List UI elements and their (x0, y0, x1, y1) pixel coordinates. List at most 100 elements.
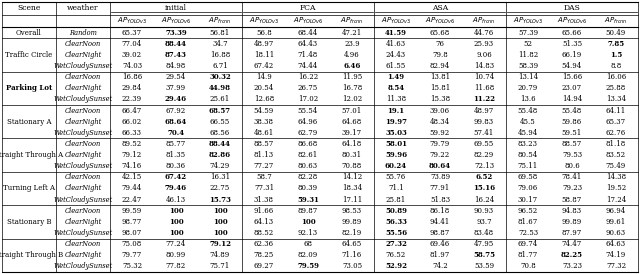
Text: 80.64: 80.64 (429, 162, 451, 170)
Text: 35.03: 35.03 (385, 129, 407, 137)
Text: 64.65: 64.65 (342, 240, 362, 248)
Text: 8.8: 8.8 (611, 62, 621, 70)
Text: 58.75: 58.75 (473, 251, 495, 259)
Text: 98.07: 98.07 (122, 229, 142, 237)
Text: 90.93: 90.93 (474, 207, 494, 215)
Text: 48.97: 48.97 (254, 40, 274, 48)
Text: 89.87: 89.87 (298, 207, 318, 215)
Text: 11.22: 11.22 (473, 95, 495, 103)
Text: 16.22: 16.22 (298, 73, 318, 81)
Text: 53.59: 53.59 (474, 262, 494, 270)
Text: WetCloudySunset: WetCloudySunset (53, 62, 113, 70)
Text: 68.56: 68.56 (210, 129, 230, 137)
Text: 79.46: 79.46 (165, 184, 187, 192)
Text: 90.63: 90.63 (606, 229, 626, 237)
Text: ClearNoon: ClearNoon (65, 173, 101, 181)
Text: 16.88: 16.88 (210, 51, 230, 59)
Text: ClearNoon: ClearNoon (65, 107, 101, 115)
Text: 80.99: 80.99 (166, 251, 186, 259)
Text: 71.16: 71.16 (342, 251, 362, 259)
Text: 68.64: 68.64 (165, 118, 187, 126)
Text: 38.38: 38.38 (254, 118, 274, 126)
Text: 98.53: 98.53 (342, 207, 362, 215)
Text: 58.7: 58.7 (256, 173, 272, 181)
Text: 79.23: 79.23 (562, 184, 582, 192)
Text: 86.18: 86.18 (430, 207, 450, 215)
Text: 62.36: 62.36 (254, 240, 274, 248)
Text: 44.98: 44.98 (209, 84, 231, 92)
Text: 77.82: 77.82 (166, 262, 186, 270)
Text: 83.52: 83.52 (606, 151, 626, 159)
Text: Turning Left A: Turning Left A (3, 184, 55, 192)
Text: WetCloudySunset: WetCloudySunset (53, 129, 113, 137)
Text: 100: 100 (212, 207, 227, 215)
Text: 73.05: 73.05 (342, 262, 362, 270)
Text: 15.73: 15.73 (209, 196, 231, 204)
Text: 58.87: 58.87 (562, 196, 582, 204)
Text: 22.47: 22.47 (122, 196, 142, 204)
Text: 1.5: 1.5 (610, 51, 622, 59)
Text: 26.75: 26.75 (298, 84, 318, 92)
Text: 73.89: 73.89 (430, 173, 450, 181)
Text: 74.47: 74.47 (562, 240, 582, 248)
Text: 56.8: 56.8 (256, 28, 272, 36)
Text: 86.68: 86.68 (298, 140, 318, 148)
Text: 15.81: 15.81 (430, 84, 450, 92)
Text: 77.32: 77.32 (606, 262, 626, 270)
Text: 82.19: 82.19 (342, 229, 362, 237)
Text: 59.86: 59.86 (562, 118, 582, 126)
Text: 83.23: 83.23 (518, 140, 538, 148)
Text: 66.02: 66.02 (122, 118, 142, 126)
Text: 29.54: 29.54 (166, 73, 186, 81)
Text: 30.17: 30.17 (518, 196, 538, 204)
Text: 100: 100 (169, 218, 183, 226)
Text: WetCloudySunset: WetCloudySunset (53, 229, 113, 237)
Text: 79.12: 79.12 (209, 240, 231, 248)
Text: 80.36: 80.36 (166, 162, 186, 170)
Text: 66.33: 66.33 (122, 129, 142, 137)
Text: 42.15: 42.15 (122, 173, 142, 181)
Text: 59.92: 59.92 (430, 129, 450, 137)
Text: 55.54: 55.54 (298, 107, 318, 115)
Text: 100: 100 (212, 218, 227, 226)
Text: 27.32: 27.32 (385, 240, 407, 248)
Text: ClearNoon: ClearNoon (65, 207, 101, 215)
Text: 99.89: 99.89 (342, 218, 362, 226)
Text: 72.53: 72.53 (518, 229, 538, 237)
Text: initial: initial (165, 4, 187, 12)
Text: ClearNight: ClearNight (65, 251, 102, 259)
Text: 6.46: 6.46 (343, 62, 361, 70)
Text: Stationary B: Stationary B (7, 218, 51, 226)
Text: 79.59: 79.59 (297, 262, 319, 270)
Text: 79.79: 79.79 (430, 140, 450, 148)
Text: 47.21: 47.21 (342, 28, 362, 36)
Text: Straight Through B: Straight Through B (0, 251, 63, 259)
Text: 16.78: 16.78 (342, 84, 362, 92)
Text: 57.01: 57.01 (342, 107, 362, 115)
Text: 24.43: 24.43 (386, 51, 406, 59)
Text: 14.94: 14.94 (562, 95, 582, 103)
Text: 51.35: 51.35 (562, 40, 582, 48)
Text: 80.63: 80.63 (298, 162, 318, 170)
Text: WetCloudySunset: WetCloudySunset (53, 196, 113, 204)
Text: 47.95: 47.95 (474, 240, 494, 248)
Text: 81.97: 81.97 (430, 251, 450, 259)
Text: 39.06: 39.06 (430, 107, 450, 115)
Text: 62.76: 62.76 (606, 129, 626, 137)
Text: 46.13: 46.13 (166, 196, 186, 204)
Text: 100: 100 (301, 218, 316, 226)
Text: 11.95: 11.95 (342, 73, 362, 81)
Text: 82.94: 82.94 (430, 62, 450, 70)
Text: 68.57: 68.57 (209, 107, 231, 115)
Text: ClearNight: ClearNight (65, 151, 102, 159)
Text: ClearNight: ClearNight (65, 84, 102, 92)
Text: 82.28: 82.28 (298, 173, 318, 181)
Text: $AP_{YOLOv6}$: $AP_{YOLOv6}$ (425, 16, 455, 26)
Text: 98.77: 98.77 (122, 218, 142, 226)
Text: 20.79: 20.79 (518, 84, 538, 92)
Text: 79.53: 79.53 (562, 151, 582, 159)
Text: 45.94: 45.94 (518, 129, 538, 137)
Text: FCA: FCA (300, 4, 316, 12)
Text: 56.33: 56.33 (385, 218, 407, 226)
Text: 6.52: 6.52 (476, 173, 493, 181)
